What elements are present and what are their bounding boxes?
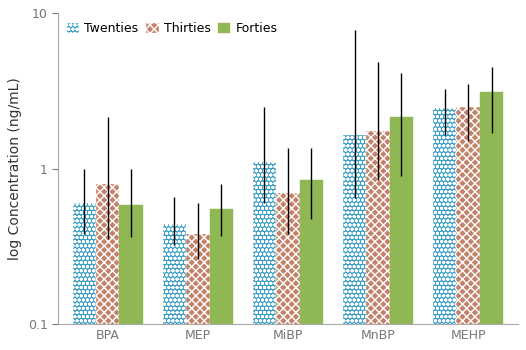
- Bar: [119, 205, 143, 350]
- Bar: [390, 117, 413, 350]
- Bar: [253, 162, 276, 350]
- Bar: [457, 107, 480, 350]
- Legend: Twenties, Thirties, Forties: Twenties, Thirties, Forties: [64, 20, 280, 37]
- Bar: [73, 203, 96, 350]
- Bar: [480, 92, 503, 350]
- Bar: [366, 131, 390, 350]
- Bar: [163, 224, 186, 350]
- Bar: [209, 209, 233, 350]
- Bar: [433, 108, 457, 350]
- Bar: [276, 193, 300, 350]
- Bar: [96, 184, 119, 350]
- Bar: [343, 135, 366, 350]
- Bar: [300, 180, 323, 350]
- Y-axis label: log Concentration (ng/mL): log Concentration (ng/mL): [8, 77, 22, 260]
- Bar: [186, 234, 209, 350]
